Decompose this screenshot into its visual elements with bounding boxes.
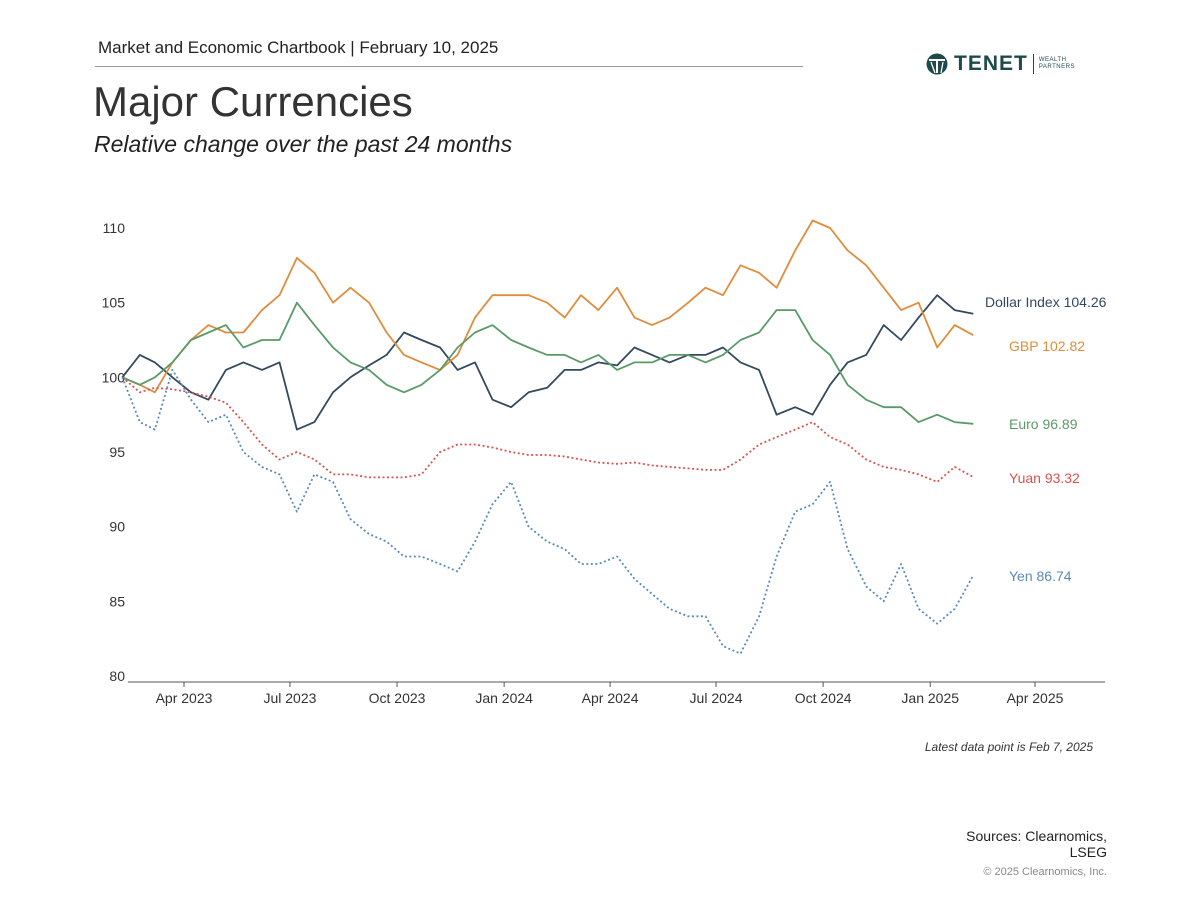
series-line-euro: [121, 301, 974, 425]
page-subtitle: Relative change over the past 24 months: [94, 131, 513, 157]
y-tick-label: 100: [102, 369, 126, 385]
y-tick-label: 95: [109, 444, 125, 460]
latest-data-note: Latest data point is Feb 7, 2025: [924, 740, 1093, 754]
logo-word: TENET: [954, 52, 1028, 75]
y-tick-label: 80: [109, 668, 125, 684]
series-label: GBP 102.82: [1009, 338, 1085, 354]
series-line-yen: [121, 368, 975, 655]
header-divider: [95, 66, 803, 67]
logo-mark-icon: [926, 53, 948, 75]
logo-separator: [1032, 54, 1034, 74]
series-line-gbp: [121, 219, 974, 394]
x-tick-label: Apr 2025: [1007, 690, 1064, 706]
series-label: Euro 96.89: [1009, 416, 1078, 432]
x-tick-label: Jan 2024: [475, 690, 533, 706]
y-tick-label: 105: [102, 295, 126, 311]
logo-subtext: WEALTH PARTNERS: [1038, 57, 1075, 70]
y-tick-label: 110: [103, 220, 126, 236]
tenet-logo: TENET WEALTH PARTNERS: [926, 52, 1075, 76]
page-title: Major Currencies: [93, 78, 413, 125]
y-tick-label: 90: [109, 519, 125, 535]
series-label: Yuan 93.32: [1009, 470, 1080, 486]
x-tick-label: Apr 2023: [156, 690, 213, 706]
series-line-dollar-index: [121, 294, 974, 431]
x-tick-label: Oct 2023: [369, 690, 426, 706]
series-label: Dollar Index 104.26: [985, 294, 1107, 310]
x-tick-label: Oct 2024: [795, 690, 852, 706]
sources: Sources: Clearnomics, LSEG: [966, 828, 1107, 860]
copyright: © 2025 Clearnomics, Inc.: [983, 866, 1107, 878]
chartbook-header: Market and Economic Chartbook | February…: [98, 38, 499, 57]
series-label: Yen 86.74: [1009, 568, 1072, 584]
x-tick-label: Jul 2023: [263, 690, 316, 706]
x-tick-label: Jul 2024: [690, 690, 743, 706]
x-tick-label: Apr 2024: [582, 690, 639, 706]
x-tick-label: Jan 2025: [901, 690, 959, 706]
series-line-yuan: [121, 376, 974, 483]
y-tick-label: 85: [109, 593, 125, 609]
